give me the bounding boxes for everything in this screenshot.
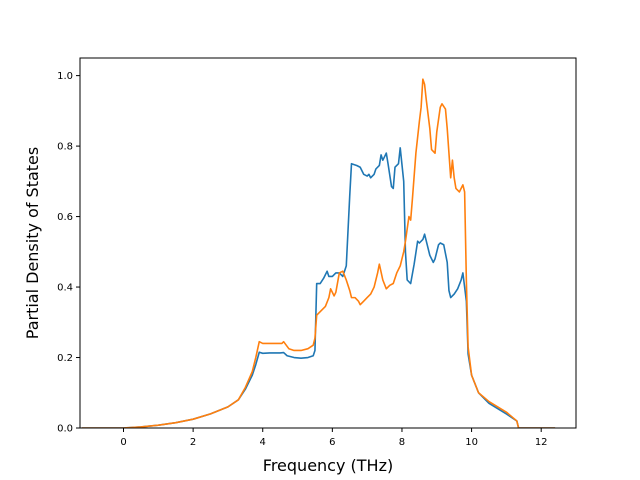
series-layer	[81, 78, 556, 428]
x-tick-label: 12	[535, 437, 548, 448]
y-tick-label: 1.0	[57, 71, 73, 82]
x-tick-label: 4	[260, 437, 266, 448]
plot-frame	[79, 57, 577, 429]
y-tick-label: 0.2	[57, 353, 73, 364]
y-tick-label: 0.6	[57, 212, 73, 223]
x-axis-label: Frequency (THz)	[263, 456, 393, 475]
x-tick-label: 0	[120, 437, 126, 448]
series-line-1	[81, 147, 556, 428]
y-tick-label: 0.8	[57, 142, 73, 153]
x-axis-ticks: 0 2 4 6 8 10 12	[120, 428, 548, 448]
series-line-2	[81, 78, 556, 428]
x-tick-label: 10	[465, 437, 478, 448]
y-axis-ticks: 0.0 0.2 0.4 0.6 0.8 1.0	[57, 71, 80, 435]
x-tick-label: 2	[190, 437, 196, 448]
y-axis-label: Partial Density of States	[23, 147, 42, 339]
y-tick-label: 0.0	[57, 424, 73, 435]
x-tick-label: 8	[399, 437, 405, 448]
y-tick-label: 0.4	[57, 283, 73, 294]
x-tick-label: 6	[329, 437, 335, 448]
